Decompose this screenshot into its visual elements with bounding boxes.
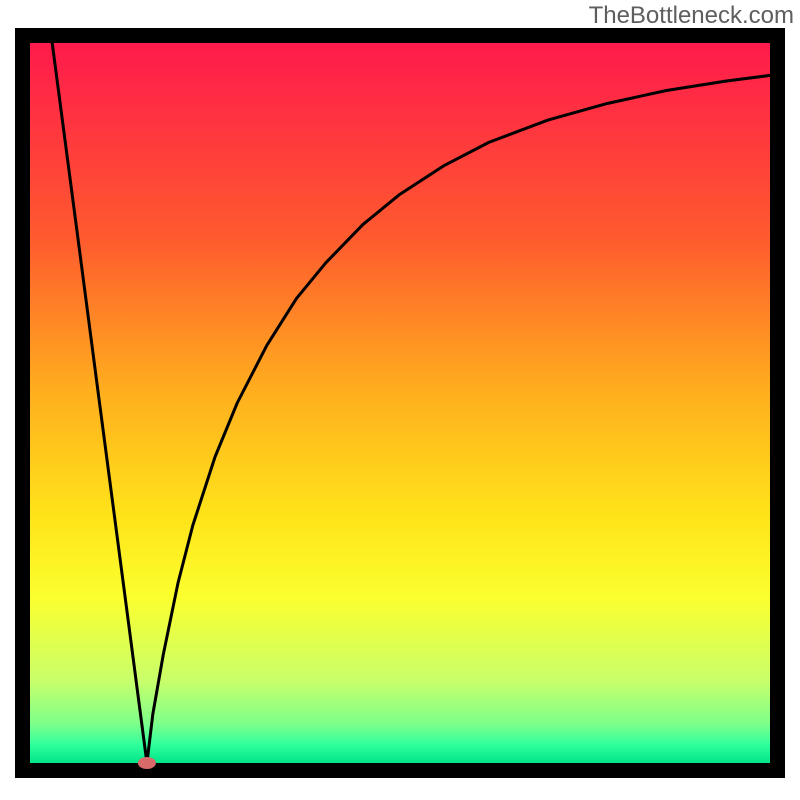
watermark-text: TheBottleneck.com	[589, 2, 794, 30]
gradient-background	[30, 43, 770, 763]
bottleneck-chart	[0, 0, 800, 800]
chart-container: TheBottleneck.com	[0, 0, 800, 800]
optimal-point-marker	[138, 757, 156, 769]
